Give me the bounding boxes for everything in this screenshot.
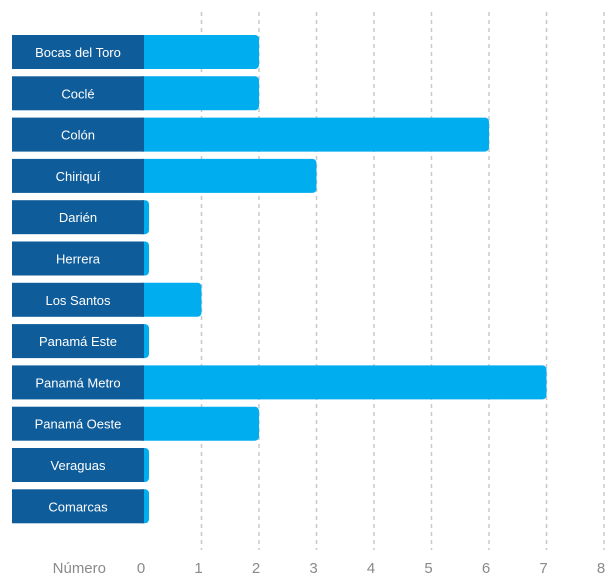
category-label-5: Herrera xyxy=(56,252,101,267)
bar-0 xyxy=(138,35,259,69)
category-label-box-11 xyxy=(12,489,144,524)
bar-9 xyxy=(138,406,259,441)
bar-6 xyxy=(138,282,202,317)
bar-3 xyxy=(138,158,317,193)
x-tick-8: 8 xyxy=(597,560,605,575)
category-label-2: Colón xyxy=(61,128,95,143)
grid-lines xyxy=(200,12,605,550)
x-axis-label: Número xyxy=(53,560,106,575)
bars xyxy=(138,35,547,524)
bar-1 xyxy=(138,76,259,111)
category-label-11: Comarcas xyxy=(48,499,108,514)
category-label-box-3 xyxy=(12,158,144,193)
category-labels: Bocas del Toro Coclé Colón Chiriquí Darién He… xyxy=(12,35,144,524)
category-label-box-7 xyxy=(12,324,144,359)
category-label-10: Veraguas xyxy=(51,458,106,473)
category-label-box-2 xyxy=(12,117,144,152)
x-tick-7: 7 xyxy=(539,560,547,575)
category-label-box-4 xyxy=(12,200,144,235)
category-label-9: Panamá Oeste xyxy=(35,417,122,432)
x-tick-1: 1 xyxy=(194,560,202,575)
x-tick-3: 3 xyxy=(309,560,317,575)
x-tick-5: 5 xyxy=(424,560,432,575)
category-label-6: Los Santos xyxy=(45,293,111,308)
category-label-4: Darién xyxy=(59,210,97,225)
category-label-8: Panamá Metro xyxy=(35,375,120,390)
category-label-3: Chiriquí xyxy=(56,169,101,184)
x-tick-labels: 0 1 2 3 4 5 6 7 8 xyxy=(137,560,605,575)
category-label-box-5 xyxy=(12,241,144,276)
category-label-box-6 xyxy=(12,282,144,317)
category-label-box-8 xyxy=(12,365,144,400)
x-tick-6: 6 xyxy=(482,560,490,575)
x-tick-0: 0 xyxy=(137,560,145,575)
category-label-7: Panamá Este xyxy=(39,334,117,349)
x-tick-2: 2 xyxy=(252,560,260,575)
x-tick-4: 4 xyxy=(367,560,375,575)
category-label-1: Coclé xyxy=(61,86,94,101)
bar-8 xyxy=(138,365,547,400)
category-label-box-10 xyxy=(12,448,144,482)
bar-2 xyxy=(138,117,489,152)
category-label-0: Bocas del Toro xyxy=(35,45,121,60)
category-label-box-1 xyxy=(12,76,144,111)
category-label-box-0 xyxy=(12,35,144,69)
category-label-box-9 xyxy=(12,406,144,441)
